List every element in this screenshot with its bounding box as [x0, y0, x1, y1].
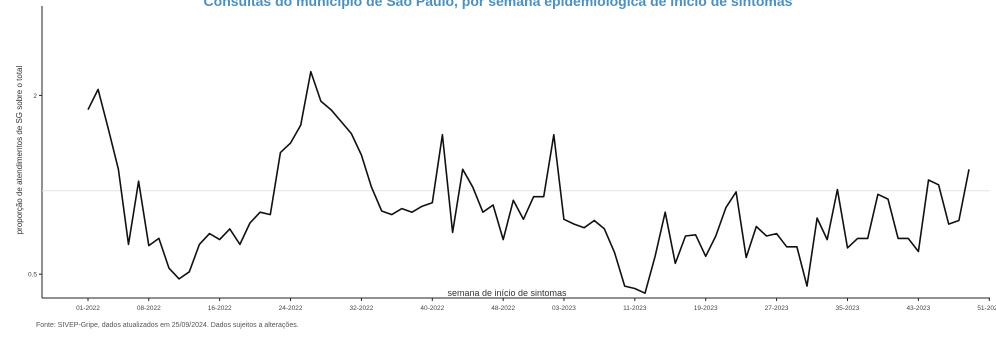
source-footnote: Fonte: SIVEP-Gripe, dados atualizados em…: [36, 322, 299, 329]
x-tick-label: 32-2022: [349, 305, 373, 312]
x-axis-title: semana de início de sintomas: [447, 288, 567, 298]
axes-layer: [41, 6, 990, 299]
y-axis-title: proporção de atendimentos de SG sobre o …: [15, 66, 24, 235]
x-tick-label: 43-2023: [906, 305, 930, 312]
x-tick-label: 35-2023: [836, 305, 860, 312]
x-tick-label: 27-2023: [765, 305, 789, 312]
x-tick-label: 01-2022: [76, 305, 100, 312]
y-tick-label: 2: [33, 93, 37, 100]
x-tick-label: 24-2022: [279, 305, 303, 312]
y-ticks-layer: 0.52: [28, 93, 42, 279]
y-tick-label: 0.5: [28, 272, 37, 279]
x-tick-label: 48-2022: [491, 305, 515, 312]
x-tick-label: 03-2023: [552, 305, 576, 312]
series-line: [87, 70, 970, 294]
x-tick-label: 40-2022: [420, 305, 444, 312]
series-layer: [87, 70, 970, 294]
x-ticks-layer: 01-2022 08-2022 16-2022 24-2022 32-2022 40-20…: [76, 298, 996, 312]
chart-title: Consultas do município de São Paulo, por…: [203, 0, 793, 9]
x-tick-label: 11-2023: [623, 305, 647, 312]
x-tick-label: 16-2022: [208, 305, 232, 312]
x-tick-label: 08-2022: [137, 305, 161, 312]
x-tick-label: 19-2023: [694, 305, 718, 312]
x-tick-label: 51-2023: [977, 305, 996, 312]
